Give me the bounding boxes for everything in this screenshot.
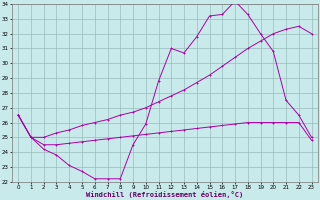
X-axis label: Windchill (Refroidissement éolien,°C): Windchill (Refroidissement éolien,°C) <box>86 191 244 198</box>
